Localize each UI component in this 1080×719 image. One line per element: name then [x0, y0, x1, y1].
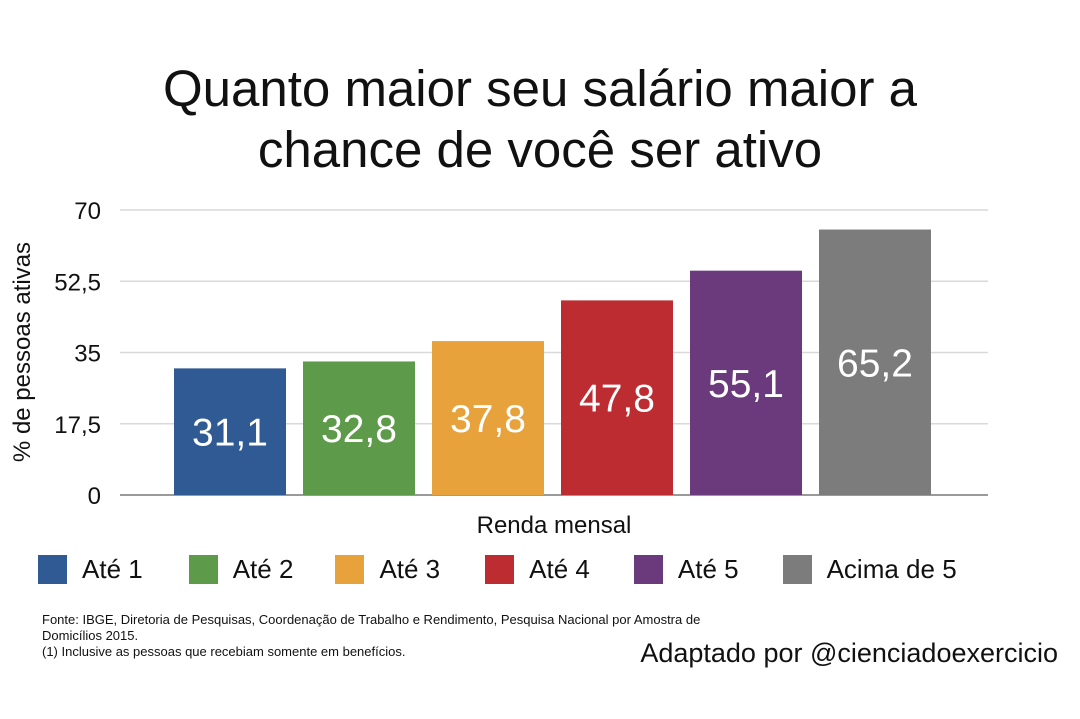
bar-value-label: 47,8: [579, 378, 655, 421]
bar-6: [819, 229, 931, 496]
legend: Até 1 Até 2 Até 3 Até 4 Até 5 Acima de 5: [38, 552, 957, 586]
y-axis-label: % de pessoas ativas: [9, 242, 36, 462]
legend-label: Até 1: [82, 553, 143, 584]
legend-label: Até 3: [379, 553, 441, 584]
bar-4: [561, 300, 673, 495]
legend-swatch: [335, 554, 365, 584]
bar-value-label: 37,8: [450, 398, 526, 441]
chart-title-line-2: chance de você ser ativo: [257, 121, 823, 178]
legend-item: Até 2: [188, 553, 294, 585]
legend-item: Até 5: [633, 553, 739, 585]
bar-3: [432, 341, 544, 495]
legend-swatch: [633, 554, 663, 584]
bar-value-label: 55,1: [708, 363, 784, 406]
y-tick-label: 70: [74, 198, 101, 225]
legend-swatch: [188, 554, 218, 584]
source-line-2: Domicílios 2015.: [42, 628, 139, 643]
chart-title-line-1: Quanto maior seu salário maior a: [162, 60, 918, 117]
credit-text: Adaptado por @cienciadoexercicio: [640, 638, 1058, 668]
bar-1: [174, 368, 286, 495]
legend-swatch: [38, 554, 67, 584]
y-tick-label: 35: [74, 341, 101, 368]
x-axis-label: Renda mensal: [477, 512, 632, 539]
bar-value-labels: 31,1 32,8 37,8 47,8 55,1 65,2: [192, 342, 913, 454]
bar-value-label: 31,1: [192, 412, 268, 455]
legend-label: Até 2: [232, 553, 294, 584]
bar-value-label: 32,8: [321, 408, 397, 451]
source-line-3: (1) Inclusive as pessoas que recebiam so…: [42, 644, 406, 659]
bar-2: [303, 361, 415, 495]
legend-swatch: [782, 554, 812, 584]
legend-label: Até 4: [529, 553, 590, 584]
y-axis-ticks: 0 17,5 35 52,5 70: [54, 198, 101, 510]
legend-swatch: [485, 554, 515, 584]
source-line-1: Fonte: IBGE, Diretoria de Pesquisas, Coo…: [42, 612, 701, 627]
y-tick-label: 17,5: [54, 412, 101, 439]
y-tick-label: 0: [88, 483, 101, 510]
legend-label: Acima de 5: [826, 553, 957, 584]
y-tick-label: 52,5: [54, 269, 101, 296]
chart-title: Quanto maior seu salário maior a chance …: [0, 58, 1080, 180]
legend-item: Até 1: [38, 554, 143, 585]
legend-item: Acima de 5: [782, 553, 957, 585]
source-note: Fonte: IBGE, Diretoria de Pesquisas, Coo…: [42, 612, 762, 660]
legend-item: Até 4: [485, 554, 590, 585]
bar-5: [690, 270, 802, 495]
bars: [174, 229, 931, 496]
legend-label: Até 5: [677, 553, 739, 584]
bar-value-label: 65,2: [837, 342, 913, 385]
legend-item: Até 3: [335, 554, 440, 585]
